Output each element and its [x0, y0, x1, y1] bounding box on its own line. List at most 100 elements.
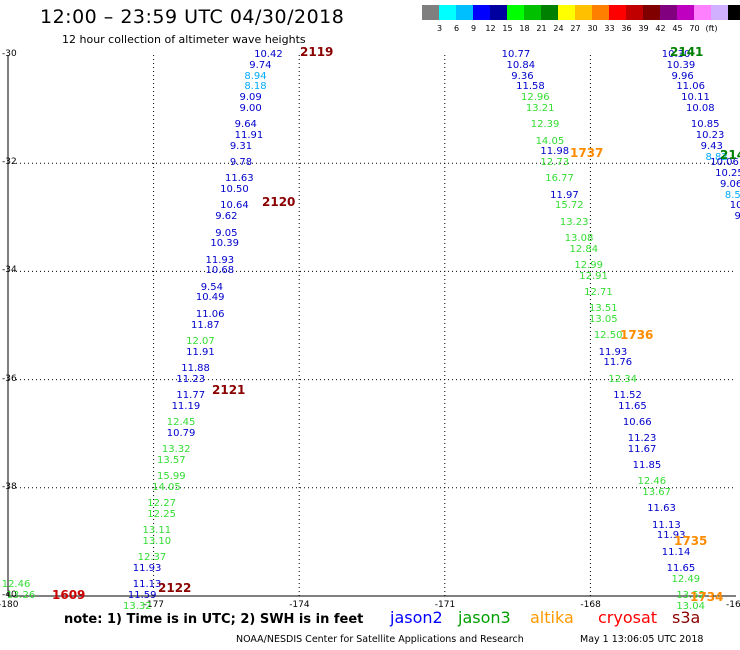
scale-label: 27 [570, 24, 581, 33]
chart-title: 12:00 – 23:59 UTC 04/30/2018 [40, 6, 345, 28]
data-value-label: 9.00 [239, 103, 262, 115]
data-value-label: 11.77 [176, 389, 206, 401]
scale-label: 30 [587, 24, 598, 33]
data-value-label: 10.06 [710, 157, 739, 169]
x-tick-label: -174 [289, 600, 310, 610]
data-value-label: 10.68 [205, 265, 235, 277]
data-value-label: 11.85 [632, 460, 662, 472]
data-value-label: 11.63 [647, 503, 676, 515]
data-value-label: 12.49 [671, 573, 701, 585]
pass-time-label: 2119 [300, 45, 334, 59]
data-value-label: 13.57 [157, 454, 186, 466]
data-value-label: 12.50 [593, 330, 623, 342]
x-tick-label: -180 [0, 600, 19, 610]
data-value-label: 9.43 [700, 140, 723, 152]
data-value-label: 12.91 [579, 270, 608, 282]
scale-swatch [541, 5, 558, 20]
data-value-label: 10.25 [715, 168, 740, 180]
data-value-label: 10.66 [622, 416, 652, 428]
scale-label: 24 [553, 24, 564, 33]
scale-swatch [473, 5, 490, 20]
data-value-label: 12.73 [540, 157, 570, 169]
pass-time-label: 2120 [262, 195, 296, 209]
data-value-label: 11.98 [540, 146, 570, 158]
scale-label: 70 [689, 24, 700, 33]
data-value-label: 13.52 [676, 590, 705, 601]
data-value-label: 13.21 [525, 103, 555, 115]
legend-s3a: s3a [672, 608, 701, 627]
data-value-label: 13.67 [642, 487, 671, 499]
scale-swatch [558, 5, 575, 20]
data-value-label: 12.34 [608, 373, 637, 385]
x-tick-label: -177 [143, 600, 165, 610]
data-value-label: 10.77 [501, 49, 531, 60]
scale-swatch [660, 5, 677, 20]
pass-time-label: 1734 [690, 590, 724, 604]
data-value-label: 10.23 [695, 130, 725, 142]
data-value-label: 12.71 [584, 287, 613, 299]
data-value-label: 11.23 [176, 373, 206, 385]
scale-swatch [711, 5, 728, 20]
data-value-label: 13.05 [588, 314, 618, 326]
footer-timestamp: May 1 13:06:05 UTC 2018 [580, 634, 704, 645]
data-value-label: 10.42 [254, 49, 283, 60]
data-value-label: 15.72 [554, 200, 584, 212]
data-value-label: 13.04 [676, 600, 705, 612]
data-value-label: 11.91 [234, 130, 264, 142]
data-value-label: 11.13 [132, 579, 162, 591]
data-value-label: 8.18 [244, 81, 267, 93]
data-value-label: 12.99 [574, 259, 604, 271]
chart-subtitle: 12 hour collection of altimeter wave hei… [62, 33, 306, 46]
scale-label: 9 [470, 24, 477, 33]
data-value-label: 12.39 [530, 119, 560, 131]
scale-swatch [490, 5, 507, 20]
scale-label: 21 [536, 24, 547, 33]
pass-time-label: 1737 [570, 146, 604, 160]
data-value-label: 11.52 [613, 389, 642, 401]
data-value-label: 12.84 [569, 243, 599, 255]
data-value-label: 9.36 [511, 70, 534, 82]
data-value-label: 9.74 [734, 211, 740, 223]
data-value-label: 13.11 [142, 525, 172, 537]
y-tick-label: -30 [2, 49, 17, 59]
y-tick-label: -36 [2, 373, 17, 384]
scale-swatch [626, 5, 643, 20]
data-value-label: 10.79 [166, 427, 196, 439]
pass-time-label: 1736 [620, 328, 654, 342]
data-value-label: 10.08 [686, 103, 715, 115]
data-value-label: 11.93 [656, 530, 686, 542]
scale-swatch [439, 5, 456, 20]
data-value-label: 9.54 [200, 281, 223, 293]
scale-label: (ft) [705, 24, 718, 33]
data-value-label: 10.39 [666, 59, 696, 71]
data-value-label: 11.59 [127, 590, 157, 601]
scale-swatch [609, 5, 626, 20]
data-value-label: 13.10 [142, 535, 172, 547]
scale-swatch [575, 5, 592, 20]
scale-label: 45 [672, 24, 683, 33]
data-value-label: 12.37 [137, 552, 167, 564]
y-tick-label: -40 [2, 590, 17, 600]
scale-label: 15 [502, 24, 513, 33]
data-value-label: 11.93 [205, 254, 235, 266]
y-tick-label: -34 [2, 265, 17, 276]
data-value-label: 13.51 [588, 303, 618, 315]
pass-time-label: 214 [720, 148, 740, 162]
data-value-label: 11.76 [603, 357, 633, 369]
data-value-label: 8.56 [724, 189, 740, 201]
x-tick-label: -171 [434, 600, 456, 610]
legend-cryosat: cryosat [598, 608, 658, 627]
data-value-label: 11.65 [666, 562, 696, 574]
x-tick-label: -168 [580, 600, 601, 610]
data-value-label: 14.05 [535, 135, 565, 147]
data-value-label: 12.46 [637, 476, 667, 488]
scale-label: 18 [519, 24, 530, 33]
data-value-label: 12.46 [1, 579, 31, 591]
scale-swatch [677, 5, 694, 20]
data-value-label: 11.63 [224, 173, 254, 185]
data-value-label: 10.49 [195, 292, 225, 304]
data-value-label: 9.62 [215, 211, 238, 223]
data-value-label: 11.65 [618, 400, 647, 412]
data-value-label: 10.84 [506, 59, 536, 71]
data-value-label: 13.08 [564, 232, 594, 244]
